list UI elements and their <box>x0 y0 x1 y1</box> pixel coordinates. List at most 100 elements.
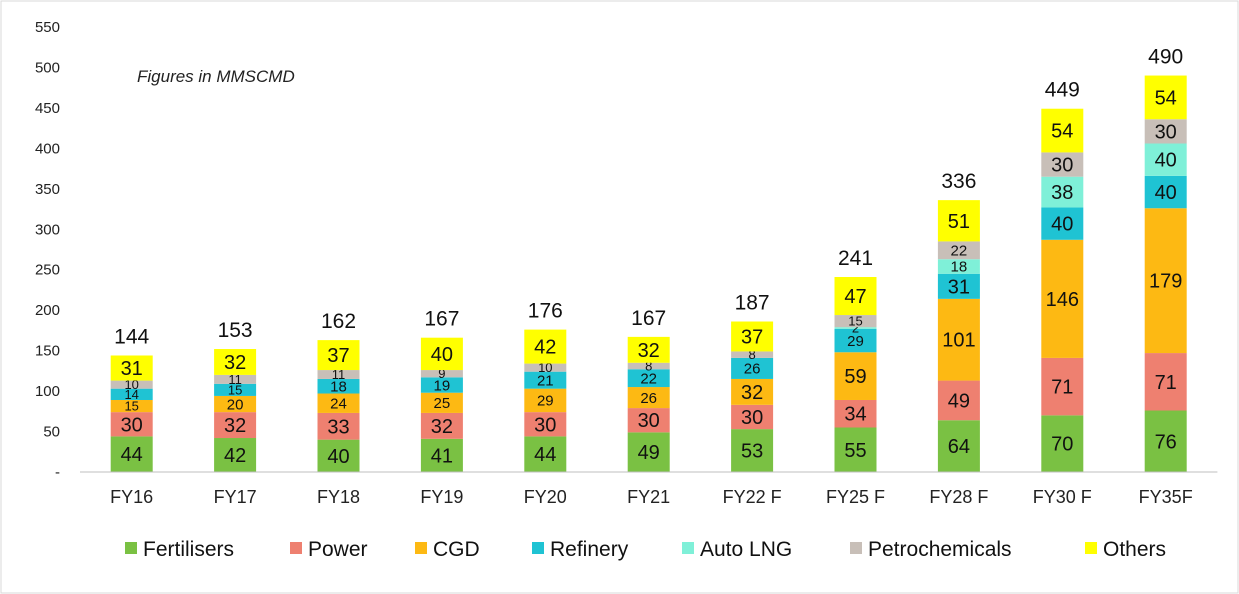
bar-total-label: 167 <box>631 307 666 330</box>
legend-swatch <box>415 542 427 554</box>
segment-value-label: 15 <box>228 382 242 397</box>
bar-total-label: 336 <box>941 170 976 193</box>
bar-total-label: 153 <box>218 319 253 342</box>
bar-segment <box>420 337 463 371</box>
segment-value-label: 32 <box>638 340 660 362</box>
segment-value-label: 8 <box>645 359 652 374</box>
legend-item: Fertilisers <box>125 538 234 561</box>
x-category-label: FY21 <box>627 487 670 507</box>
bar-segment <box>214 438 257 472</box>
legend-swatch <box>1085 542 1097 554</box>
segment-value-label: 18 <box>951 259 968 276</box>
bar-segment <box>937 420 980 472</box>
segment-value-label: 29 <box>847 333 864 350</box>
bar-segment <box>731 351 774 358</box>
segment-value-label: 49 <box>948 390 970 412</box>
segment-value-label: 26 <box>640 390 657 407</box>
segment-value-label: 19 <box>434 377 451 394</box>
bar-segment <box>317 340 360 371</box>
bar-total-label: 241 <box>838 247 873 270</box>
legend-item: CGD <box>415 538 480 561</box>
segment-value-label: 37 <box>741 326 763 348</box>
bar-segment <box>524 329 567 364</box>
segment-value-label: 40 <box>431 344 453 366</box>
legend-item: Refinery <box>532 538 629 561</box>
segment-value-label: 41 <box>431 445 453 467</box>
bar-segment <box>1144 208 1187 354</box>
segment-value-label: 71 <box>1155 372 1177 394</box>
bar-segment <box>834 427 877 472</box>
segment-value-label: 70 <box>1051 434 1073 456</box>
segment-value-label: 30 <box>1155 121 1177 143</box>
bar-segment <box>420 438 463 472</box>
bar-total-label: 187 <box>735 292 770 315</box>
bar-segment <box>627 362 670 370</box>
segment-value-label: 38 <box>1051 182 1073 204</box>
y-tick-label: 50 <box>43 424 60 441</box>
bar-segment <box>834 399 877 428</box>
legend-item: Auto LNG <box>682 538 792 561</box>
bar-segment <box>937 200 980 242</box>
bar-segment <box>1041 415 1084 472</box>
segment-value-label: 11 <box>332 367 346 382</box>
legend-item: Power <box>290 538 368 561</box>
bar-segment <box>214 395 257 413</box>
x-category-label: FY25 F <box>826 487 885 507</box>
segment-value-label: 179 <box>1149 271 1182 293</box>
segment-value-label: 30 <box>1051 155 1073 177</box>
legend-label: Others <box>1103 538 1166 561</box>
segment-value-label: 44 <box>534 444 556 466</box>
legend-swatch <box>682 542 694 554</box>
bar-total-label: 144 <box>114 325 149 348</box>
segment-value-label: 22 <box>640 370 657 387</box>
bar-segment <box>524 363 567 372</box>
segment-value-label: 10 <box>124 377 138 392</box>
segment-value-label: 21 <box>537 372 554 389</box>
segment-value-label: 32 <box>224 352 246 374</box>
bar-segment <box>1041 108 1084 153</box>
legend-label: Petrochemicals <box>868 538 1012 561</box>
bar-segment <box>937 380 980 421</box>
legend: Fertilisers Power CGD Refinery Auto LNG Petro… <box>125 538 1166 561</box>
bar-segment <box>731 378 774 405</box>
y-tick-label: 400 <box>35 140 60 157</box>
segment-value-label: 18 <box>330 378 347 395</box>
y-tick-label: - <box>55 464 60 481</box>
bar-segment <box>1144 410 1187 472</box>
segment-value-label: 10 <box>538 360 552 375</box>
bar-segment <box>627 369 670 388</box>
bar-segment <box>214 383 257 396</box>
x-category-label: FY22 F <box>723 487 782 507</box>
segment-value-label: 8 <box>748 347 755 362</box>
x-category-label: FY17 <box>214 487 257 507</box>
bar-segment <box>317 370 360 379</box>
bar-segment <box>731 404 774 430</box>
legend-label: Auto LNG <box>700 538 792 561</box>
segment-value-label: 49 <box>638 442 660 464</box>
bar-segment <box>214 349 257 375</box>
segment-value-label: 51 <box>948 211 970 233</box>
segment-value-label: 29 <box>537 393 554 410</box>
bar-segment <box>420 392 463 413</box>
segment-value-label: 32 <box>224 415 246 437</box>
bar-segment <box>110 412 153 437</box>
units-annotation: Figures in MMSCMD <box>137 67 295 86</box>
legend-label: Refinery <box>550 538 629 561</box>
bar-segment <box>627 387 670 409</box>
segment-value-label: 14 <box>124 387 138 402</box>
bar-segment <box>420 370 463 378</box>
bar-segment <box>731 321 774 352</box>
segment-value-label: 47 <box>844 286 866 308</box>
y-tick-label: 450 <box>35 100 60 117</box>
segment-value-label: 55 <box>844 440 866 462</box>
bar-segment <box>214 374 257 384</box>
legend-label: CGD <box>433 538 480 561</box>
bar-segment <box>317 393 360 413</box>
legend-item: Petrochemicals <box>850 538 1012 561</box>
legend-item: Others <box>1085 538 1166 561</box>
bar-segment <box>1041 152 1084 177</box>
bar-segment <box>1144 175 1187 209</box>
bar-segment <box>317 412 360 440</box>
